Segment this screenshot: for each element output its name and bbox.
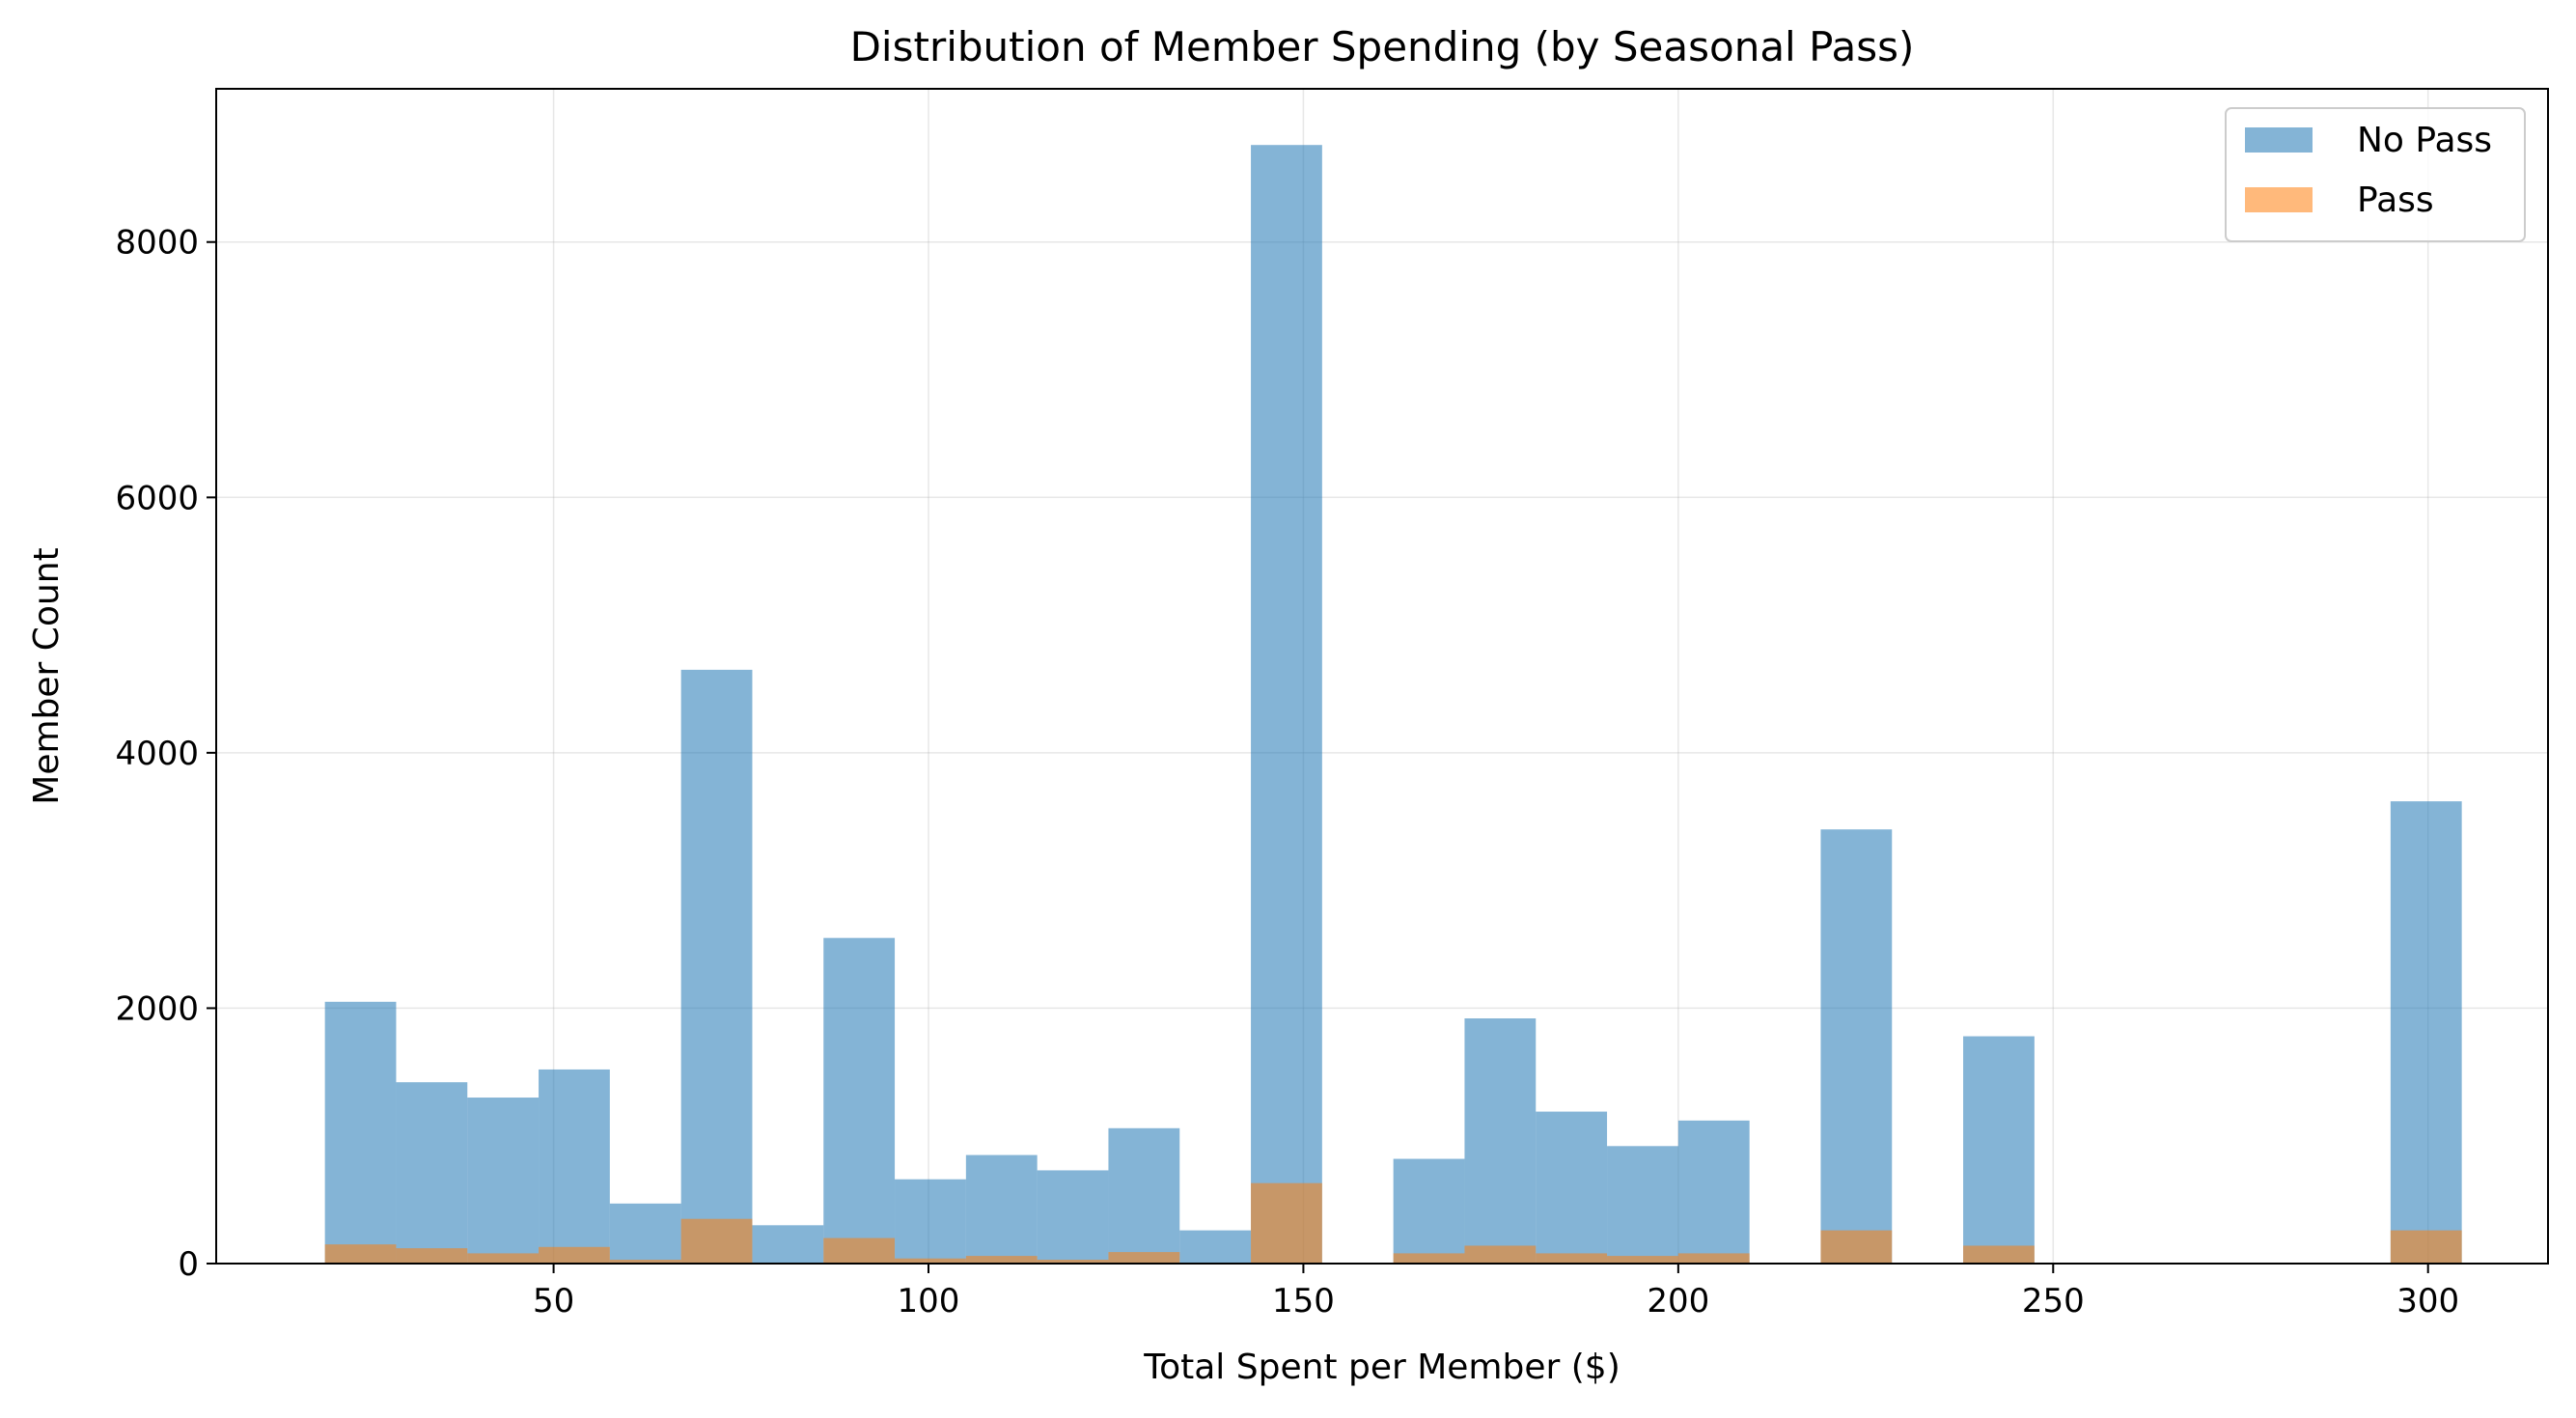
bar-no-pass bbox=[823, 937, 896, 1264]
x-tick-label: 150 bbox=[1272, 1282, 1335, 1321]
bar-no-pass bbox=[1607, 1146, 1678, 1264]
bar-no-pass bbox=[895, 1179, 966, 1264]
bar-no-pass bbox=[1536, 1111, 1608, 1264]
bar-pass bbox=[1677, 1253, 1750, 1264]
bar-pass bbox=[1108, 1252, 1180, 1264]
bar-pass bbox=[609, 1260, 681, 1264]
bar-no-pass bbox=[1179, 1230, 1252, 1264]
bar-pass bbox=[467, 1253, 540, 1264]
bar-no-pass bbox=[1108, 1127, 1180, 1264]
bar-pass bbox=[539, 1246, 610, 1264]
bar-pass bbox=[1251, 1182, 1322, 1264]
bar-no-pass bbox=[1677, 1120, 1750, 1264]
bar-no-pass bbox=[467, 1098, 540, 1264]
x-tick-label: 250 bbox=[2022, 1282, 2085, 1321]
bar-pass bbox=[2390, 1230, 2462, 1264]
bar-no-pass bbox=[324, 1001, 397, 1264]
bar-pass bbox=[324, 1244, 397, 1264]
y-tick-label: 4000 bbox=[115, 735, 199, 773]
bar-pass bbox=[1536, 1253, 1608, 1264]
x-axis-title: Total Spent per Member ($) bbox=[1143, 1348, 1620, 1387]
bar-no-pass bbox=[609, 1203, 681, 1264]
bars bbox=[324, 145, 2462, 1264]
bar-pass bbox=[1393, 1253, 1465, 1264]
y-axis-title: Member Count bbox=[27, 547, 67, 804]
legend-label-no-pass: No Pass bbox=[2357, 121, 2492, 160]
x-tick-label: 200 bbox=[1647, 1282, 1709, 1321]
legend-swatch-no-pass bbox=[2245, 127, 2313, 153]
y-tick-label: 8000 bbox=[115, 224, 199, 263]
bar-no-pass bbox=[1393, 1158, 1465, 1264]
bar-no-pass bbox=[1963, 1036, 2035, 1264]
legend: No Pass Pass bbox=[2225, 107, 2526, 242]
bar-pass bbox=[1963, 1245, 2035, 1264]
chart-title: Distribution of Member Spending (by Seas… bbox=[850, 23, 1915, 70]
bar-pass bbox=[965, 1256, 1038, 1264]
bar-pass bbox=[1607, 1256, 1678, 1264]
bar-no-pass bbox=[680, 669, 753, 1264]
bar-pass bbox=[1820, 1230, 1893, 1264]
bar-pass bbox=[680, 1218, 753, 1264]
y-tick-label: 2000 bbox=[115, 989, 199, 1028]
bar-no-pass bbox=[2390, 801, 2462, 1264]
legend-swatch-pass bbox=[2245, 187, 2313, 212]
plot-frame bbox=[215, 88, 2549, 1265]
bar-no-pass bbox=[965, 1154, 1038, 1264]
x-tick-label: 50 bbox=[533, 1282, 574, 1321]
bar-no-pass bbox=[396, 1082, 468, 1264]
x-tick-label: 300 bbox=[2396, 1282, 2459, 1321]
y-tick-label: 6000 bbox=[115, 479, 199, 517]
bar-pass bbox=[1037, 1260, 1109, 1264]
bar-no-pass bbox=[752, 1225, 824, 1264]
x-tick-label: 100 bbox=[898, 1282, 960, 1321]
y-tick-label: 0 bbox=[178, 1245, 199, 1284]
legend-label-pass: Pass bbox=[2357, 181, 2434, 220]
bar-pass bbox=[1464, 1245, 1537, 1264]
bar-no-pass bbox=[1251, 145, 1322, 1264]
axis-ticks: 50 100 150 200 250 300 0 2000 4000 6000 8000 bbox=[115, 224, 2459, 1321]
bar-no-pass bbox=[1464, 1018, 1537, 1264]
bar-no-pass bbox=[539, 1069, 610, 1264]
bar-no-pass bbox=[1820, 829, 1893, 1264]
bar-pass bbox=[396, 1248, 468, 1264]
bar-pass bbox=[823, 1237, 896, 1264]
bar-pass bbox=[895, 1258, 966, 1264]
bar-no-pass bbox=[1037, 1170, 1109, 1264]
